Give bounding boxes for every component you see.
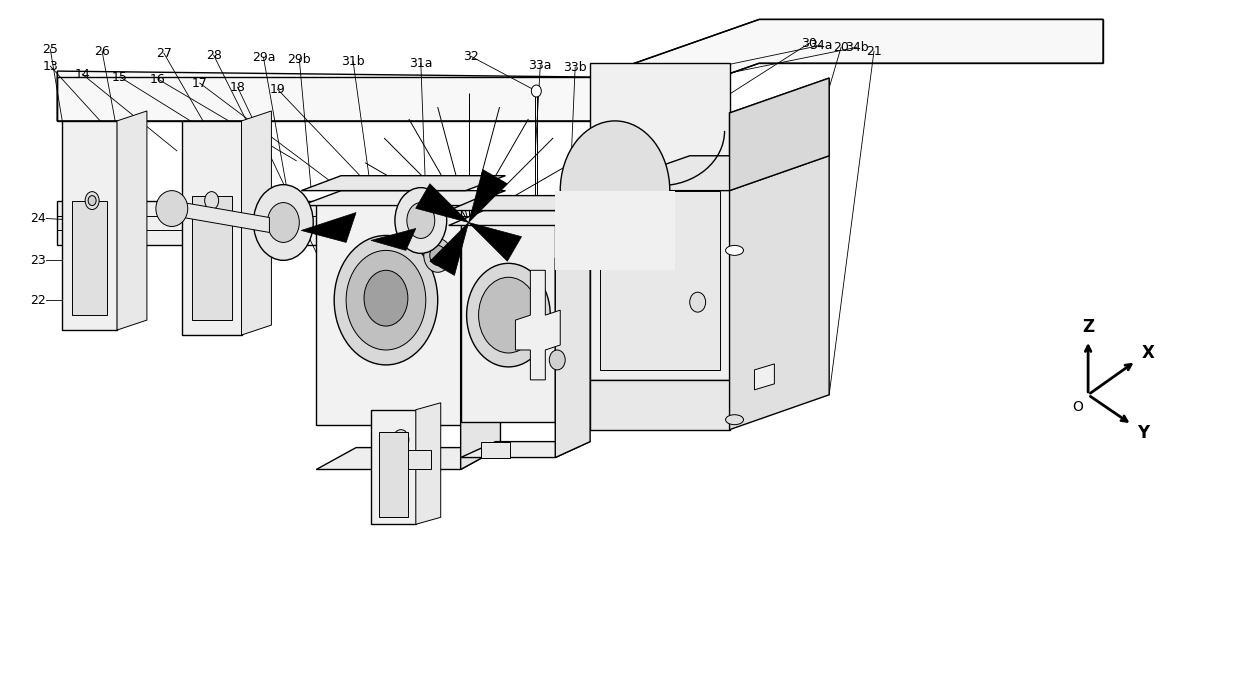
Polygon shape — [57, 19, 1104, 121]
Text: 34a: 34a — [810, 39, 833, 52]
Polygon shape — [469, 222, 522, 262]
Polygon shape — [449, 210, 595, 226]
Polygon shape — [57, 201, 590, 246]
Ellipse shape — [346, 250, 425, 350]
Polygon shape — [600, 190, 719, 370]
Text: 32: 32 — [463, 50, 479, 63]
Text: 24: 24 — [31, 212, 46, 225]
Text: 19: 19 — [269, 83, 285, 95]
Text: Y: Y — [1137, 424, 1149, 442]
Polygon shape — [316, 201, 460, 424]
Polygon shape — [415, 184, 469, 222]
Text: 22: 22 — [31, 294, 46, 306]
Text: 18: 18 — [229, 81, 246, 94]
Polygon shape — [301, 176, 506, 190]
Text: X: X — [1142, 344, 1154, 362]
Ellipse shape — [689, 292, 706, 312]
Ellipse shape — [88, 195, 97, 206]
Text: 21: 21 — [866, 45, 882, 58]
Polygon shape — [182, 121, 242, 335]
Polygon shape — [396, 450, 430, 469]
Text: 31a: 31a — [409, 57, 433, 70]
Polygon shape — [590, 63, 729, 380]
Ellipse shape — [725, 415, 744, 424]
Polygon shape — [481, 442, 511, 457]
Text: 29a: 29a — [252, 50, 275, 63]
Polygon shape — [556, 242, 590, 457]
Polygon shape — [301, 213, 356, 242]
Text: 16: 16 — [150, 72, 166, 86]
Ellipse shape — [424, 239, 451, 273]
Ellipse shape — [253, 185, 314, 260]
Ellipse shape — [394, 188, 446, 253]
Polygon shape — [371, 228, 415, 250]
Polygon shape — [172, 201, 269, 233]
Polygon shape — [469, 170, 507, 222]
Text: 20: 20 — [833, 41, 849, 54]
Polygon shape — [729, 78, 830, 190]
Polygon shape — [729, 78, 830, 430]
Ellipse shape — [725, 246, 744, 255]
Ellipse shape — [466, 264, 551, 367]
Text: 28: 28 — [206, 49, 222, 61]
Text: O: O — [1073, 400, 1084, 414]
Polygon shape — [516, 270, 560, 380]
Polygon shape — [460, 442, 590, 457]
Text: Z: Z — [1083, 318, 1094, 336]
Polygon shape — [62, 121, 117, 330]
Text: 29b: 29b — [288, 52, 311, 66]
Text: 13: 13 — [42, 59, 58, 72]
Text: 23: 23 — [31, 254, 46, 267]
Text: 17: 17 — [192, 77, 207, 90]
Ellipse shape — [86, 192, 99, 210]
Ellipse shape — [479, 277, 538, 353]
Polygon shape — [371, 410, 415, 524]
Polygon shape — [460, 224, 501, 469]
Ellipse shape — [549, 350, 565, 370]
Ellipse shape — [205, 192, 218, 210]
Text: 33b: 33b — [563, 61, 587, 74]
Polygon shape — [316, 448, 501, 469]
Text: 33a: 33a — [528, 59, 552, 72]
Ellipse shape — [334, 235, 438, 365]
Text: 14: 14 — [74, 68, 91, 81]
Polygon shape — [590, 380, 729, 430]
Polygon shape — [415, 403, 440, 524]
Polygon shape — [72, 201, 107, 315]
Text: 25: 25 — [42, 43, 58, 56]
Polygon shape — [754, 364, 774, 390]
Polygon shape — [242, 111, 272, 335]
Text: 34b: 34b — [846, 41, 869, 54]
Polygon shape — [449, 195, 595, 210]
Polygon shape — [460, 222, 556, 422]
Ellipse shape — [393, 430, 409, 450]
Text: 31b: 31b — [341, 55, 365, 68]
Text: 15: 15 — [112, 70, 128, 83]
Polygon shape — [556, 190, 675, 270]
Ellipse shape — [268, 203, 299, 242]
Ellipse shape — [532, 85, 542, 97]
Polygon shape — [192, 195, 232, 320]
Polygon shape — [379, 432, 408, 518]
Polygon shape — [430, 222, 469, 275]
Ellipse shape — [156, 190, 187, 226]
Ellipse shape — [407, 203, 435, 239]
Polygon shape — [117, 111, 146, 330]
Polygon shape — [301, 190, 506, 206]
Ellipse shape — [560, 121, 670, 260]
Ellipse shape — [430, 246, 445, 266]
Text: 30: 30 — [801, 37, 817, 50]
Text: 26: 26 — [94, 45, 110, 58]
Polygon shape — [590, 156, 830, 190]
Text: 27: 27 — [156, 47, 172, 59]
Ellipse shape — [365, 270, 408, 326]
